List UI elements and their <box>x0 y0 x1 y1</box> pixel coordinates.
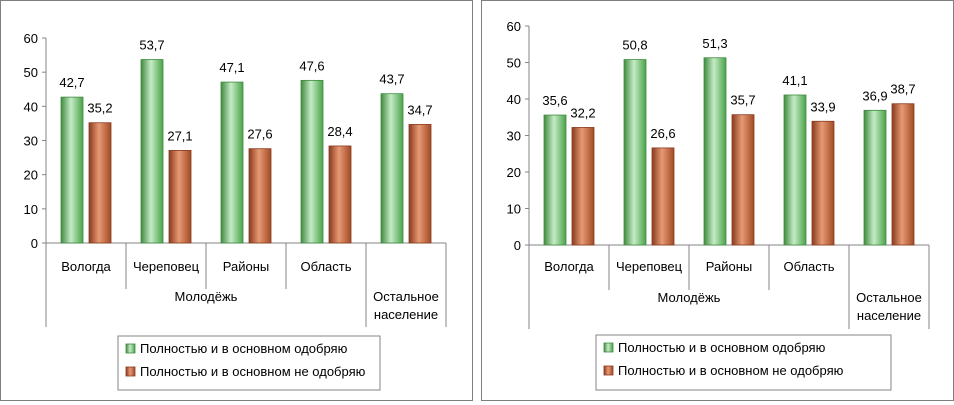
category-label: Вологда <box>544 259 594 274</box>
bar-approve <box>623 59 647 246</box>
group-label-youth: Молодёжь <box>175 289 238 304</box>
legend-box <box>117 335 381 391</box>
data-label-disapprove: 28,4 <box>327 124 352 139</box>
bar-disapprove <box>408 124 432 244</box>
bar-disapprove <box>328 145 352 244</box>
bar-disapprove <box>168 150 192 244</box>
category-label: Череповец <box>133 259 200 274</box>
data-label-approve: 53,7 <box>139 38 164 53</box>
data-label-approve: 36,9 <box>862 88 887 103</box>
chart-panel-left: 0 10 20 30 40 50 60 Вологда Череповец Районы Облас… <box>0 0 473 401</box>
chart-left: 0 10 20 30 40 50 60 Вологда Череповец Районы Облас… <box>24 31 447 391</box>
category-label: Районы <box>223 259 269 274</box>
legend-label-disapprove: Полностью и в основном не одобряю <box>140 364 366 379</box>
y-tick-label: 20 <box>24 168 38 183</box>
y-tick-label: 20 <box>507 165 521 180</box>
data-label-approve: 50,8 <box>622 38 647 53</box>
category-label: Череповец <box>616 259 683 274</box>
bar-approve <box>140 59 164 244</box>
bar-approve <box>300 79 324 244</box>
bar-disapprove <box>571 127 595 246</box>
bar-approve <box>703 57 727 246</box>
legend-swatch-disapprove <box>603 365 614 376</box>
data-label-approve: 35,6 <box>542 93 567 108</box>
legend-swatch-approve <box>603 342 614 353</box>
group-label-youth: Молодёжь <box>658 290 721 305</box>
y-tick-label: 50 <box>507 56 521 71</box>
chart-right: 0 10 20 30 40 50 60 Вологда Череповец Районы Облас… <box>507 19 930 391</box>
y-tick-label: 40 <box>24 99 38 114</box>
y-tick-label: 50 <box>24 65 38 80</box>
bar-approve <box>783 94 807 246</box>
y-tick-label: 30 <box>24 134 38 149</box>
data-label-approve: 47,1 <box>219 60 244 75</box>
y-tick-label: 10 <box>507 202 521 217</box>
bar-disapprove <box>248 148 272 244</box>
y-tick-label: 10 <box>24 202 38 217</box>
group-label-rest: Остальное население <box>373 289 439 322</box>
data-label-approve: 43,7 <box>379 72 404 87</box>
bar-approve <box>380 93 404 244</box>
legend-swatch-disapprove <box>125 366 136 377</box>
y-tick-label: 40 <box>507 92 521 107</box>
data-label-disapprove: 38,7 <box>890 82 915 97</box>
y-tick-label: 0 <box>31 236 38 251</box>
bar-disapprove <box>891 103 915 246</box>
bar-disapprove <box>811 120 835 246</box>
data-label-disapprove: 27,6 <box>247 127 272 142</box>
legend-label-disapprove: Полностью и в основном не одобряю <box>618 363 844 378</box>
y-tick-label: 60 <box>507 19 521 34</box>
legend-label-approve: Полностью и в основном одобряю <box>618 340 826 355</box>
bar-approve <box>543 114 567 246</box>
data-label-disapprove: 35,7 <box>730 93 755 108</box>
data-label-approve: 47,6 <box>299 58 324 73</box>
data-label-disapprove: 32,2 <box>570 105 595 120</box>
data-label-disapprove: 34,7 <box>407 102 432 117</box>
bar-disapprove <box>651 147 675 246</box>
legend-label-approve: Полностью и в основном одобряю <box>140 341 348 356</box>
bar-approve <box>60 96 84 244</box>
bar-approve <box>863 109 887 246</box>
data-label-disapprove: 26,6 <box>650 126 675 141</box>
category-label: Вологда <box>61 259 111 274</box>
y-tick-label: 30 <box>507 129 521 144</box>
chart-panel-right: 0 10 20 30 40 50 60 Вологда Череповец Районы Облас… <box>481 0 954 401</box>
bar-disapprove <box>731 114 755 246</box>
group-label-rest: Остальное население <box>856 290 922 323</box>
data-label-disapprove: 27,1 <box>167 128 192 143</box>
data-label-approve: 41,1 <box>782 73 807 88</box>
bar-disapprove <box>88 122 112 244</box>
data-label-approve: 42,7 <box>59 75 84 90</box>
data-label-disapprove: 35,2 <box>87 101 112 116</box>
legend-swatch-approve <box>125 343 136 354</box>
data-label-disapprove: 33,9 <box>810 99 835 114</box>
y-tick-label: 60 <box>24 31 38 46</box>
category-label: Область <box>783 259 834 274</box>
y-tick-label: 0 <box>514 238 521 253</box>
category-label: Районы <box>706 259 752 274</box>
legend-box <box>595 334 892 391</box>
category-label: Область <box>300 259 351 274</box>
data-label-approve: 51,3 <box>702 36 727 51</box>
bar-approve <box>220 81 244 244</box>
